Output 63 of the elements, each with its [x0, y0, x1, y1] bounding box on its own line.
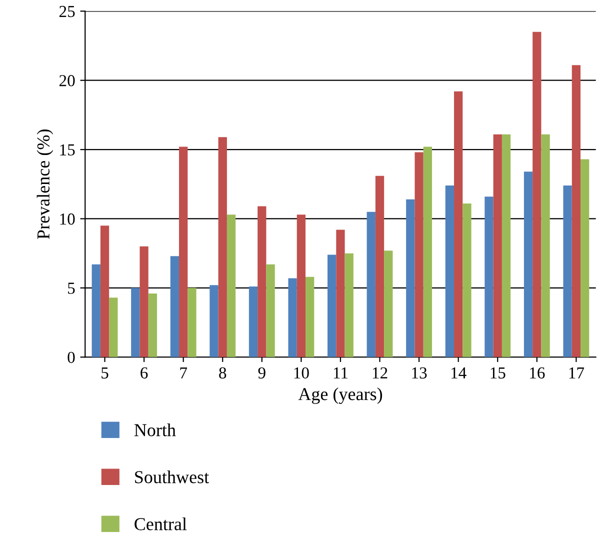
bar — [524, 172, 533, 358]
bar — [580, 159, 590, 358]
bar — [92, 264, 100, 358]
bar — [484, 196, 494, 358]
bar — [384, 250, 393, 358]
legend-label: Southwest — [135, 470, 210, 484]
bar — [414, 152, 424, 358]
x-tick-label: 6 — [140, 367, 148, 379]
x-tick-label: 14 — [451, 367, 466, 378]
bar — [131, 288, 140, 358]
x-tick-label: 9 — [258, 367, 266, 379]
bar — [502, 134, 511, 358]
bar — [336, 230, 345, 358]
bar — [541, 134, 550, 358]
bar — [532, 32, 542, 358]
bar — [140, 246, 148, 358]
y-tick-label: 10 — [60, 213, 75, 225]
x-tick-label: 11 — [334, 367, 348, 378]
bar — [493, 134, 502, 358]
bar — [462, 204, 472, 358]
bar — [288, 278, 297, 358]
bar — [563, 186, 572, 358]
bar — [375, 176, 384, 358]
bar — [454, 91, 463, 358]
bar — [328, 254, 336, 358]
y-tick-label: 15 — [60, 144, 75, 156]
y-axis-title: Prevalence (%) — [36, 130, 54, 240]
x-tick-label: 8 — [219, 367, 226, 379]
y-tick-label: 5 — [68, 282, 75, 294]
x-tick-label: 7 — [180, 367, 188, 378]
x-tick-label: 5 — [102, 367, 108, 379]
bar — [148, 293, 158, 358]
x-tick-label: 15 — [490, 367, 506, 379]
bar — [344, 253, 354, 358]
bar — [258, 206, 266, 358]
x-tick-label: 13 — [412, 367, 427, 379]
y-tick-label: 20 — [59, 75, 75, 86]
x-tick-label: 16 — [530, 367, 545, 379]
bar — [100, 226, 110, 358]
bar — [445, 186, 454, 358]
bar — [423, 146, 432, 358]
x-tick-label: 12 — [372, 367, 388, 378]
x-tick-label: 10 — [294, 367, 309, 379]
bar — [109, 298, 118, 358]
bar — [366, 212, 376, 358]
y-tick-label: 25 — [59, 6, 75, 18]
bar — [572, 65, 581, 358]
y-tick-label: 0 — [68, 352, 75, 364]
legend-label: Central — [134, 518, 187, 530]
bar — [248, 286, 258, 358]
bar — [188, 288, 196, 358]
bar — [406, 199, 415, 358]
bar — [296, 214, 306, 358]
bar — [179, 146, 188, 358]
bar — [170, 256, 180, 358]
x-tick-label: 17 — [569, 367, 584, 378]
bar — [306, 276, 314, 358]
bar — [266, 264, 275, 358]
x-axis-title: Age (years) — [298, 388, 382, 404]
bar — [218, 137, 227, 358]
bar — [226, 214, 236, 358]
bar — [210, 285, 218, 358]
legend-label: North — [134, 424, 176, 436]
